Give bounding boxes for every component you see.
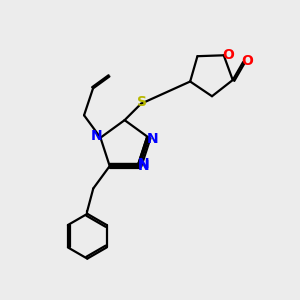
Text: O: O (242, 54, 253, 68)
Text: S: S (137, 95, 147, 109)
Text: N: N (147, 132, 159, 146)
Text: N: N (91, 129, 103, 143)
Text: N: N (138, 157, 149, 171)
Text: O: O (222, 48, 234, 62)
Text: N: N (137, 159, 149, 173)
